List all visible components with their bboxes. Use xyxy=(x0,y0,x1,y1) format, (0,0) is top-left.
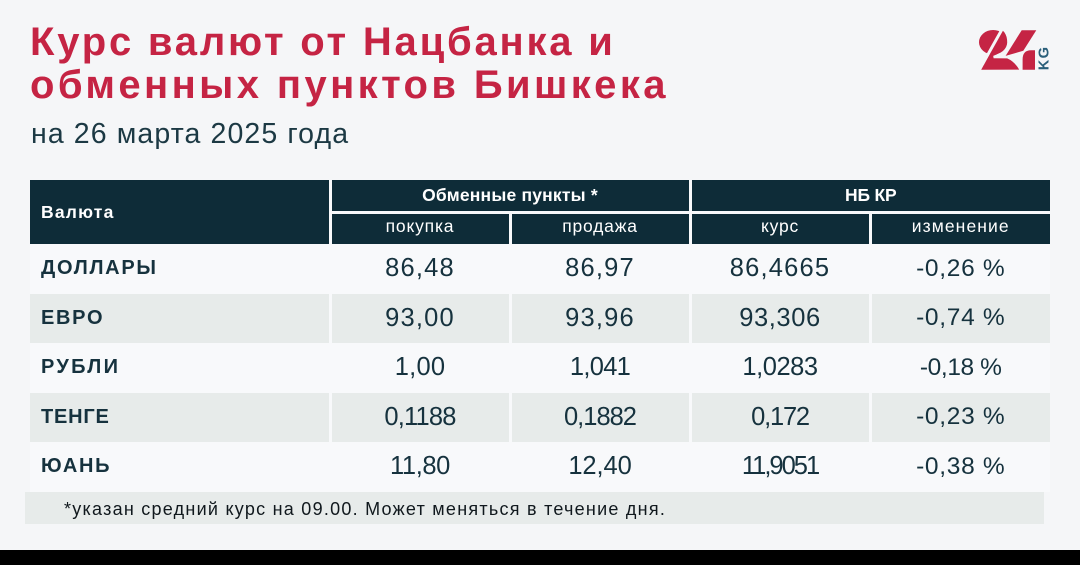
svg-text:KG: KG xyxy=(1037,46,1053,71)
